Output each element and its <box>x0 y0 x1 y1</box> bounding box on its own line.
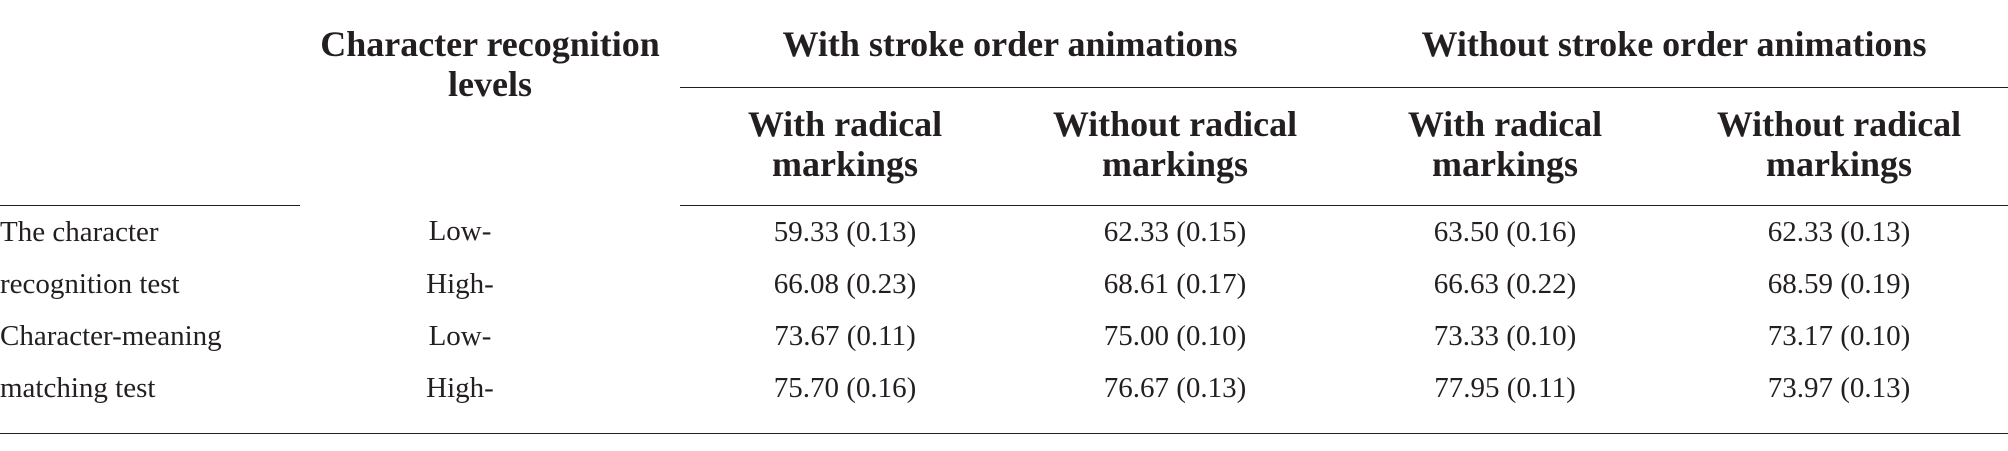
cell-value: 59.33 (0.13) <box>773 215 917 248</box>
row-level: Low- <box>428 319 492 352</box>
table-body: The character Low- 59.33 (0.13) 62.33 (0… <box>0 205 2008 414</box>
cell-value: 73.67 (0.11) <box>774 319 916 352</box>
table-bottom-rule <box>0 433 2008 434</box>
table-row: Character-meaning Low- 73.67 (0.11) 75.0… <box>0 310 2008 362</box>
cell-value: 76.67 (0.13) <box>1103 371 1247 404</box>
row-level: Low- <box>428 215 492 248</box>
cell-value: 73.33 (0.10) <box>1433 319 1577 352</box>
cell-value: 66.08 (0.23) <box>773 267 917 300</box>
row-level: High- <box>426 371 494 404</box>
header-sub-with-radical-1: With radical markings <box>680 87 1010 206</box>
cell-value: 75.70 (0.16) <box>773 371 917 404</box>
row-label: Character-meaning <box>0 319 222 352</box>
header-sub-without-radical-2: Without radical markings <box>1670 87 2008 206</box>
table-row: matching test High- 75.70 (0.16) 76.67 (… <box>0 362 2008 414</box>
header-recognition-levels: Character recognition levels <box>320 24 660 104</box>
cell-value: 62.33 (0.15) <box>1103 215 1247 248</box>
row-label: matching test <box>0 371 156 404</box>
header-group-with-animations: With stroke order animations <box>680 0 1340 88</box>
cell-value: 77.95 (0.11) <box>1434 371 1576 404</box>
table-header: Character recognition levels With stroke… <box>0 0 2008 206</box>
cell-value: 75.00 (0.10) <box>1103 319 1247 352</box>
header-group-without-animations: Without stroke order animations <box>1340 0 2008 88</box>
cell-value: 73.17 (0.10) <box>1767 319 1911 352</box>
header-row-subgroups: With radical markings Without radical ma… <box>0 87 2008 206</box>
row-label: recognition test <box>0 267 180 300</box>
cell-value: 66.63 (0.22) <box>1433 267 1577 300</box>
cell-value: 62.33 (0.13) <box>1767 215 1911 248</box>
row-level: High- <box>426 267 494 300</box>
cell-value: 68.61 (0.17) <box>1103 267 1247 300</box>
header-blank-cell <box>0 0 300 87</box>
cell-value: 63.50 (0.16) <box>1433 215 1577 248</box>
table-row: recognition test High- 66.08 (0.23) 68.6… <box>0 258 2008 310</box>
row-label: The character <box>0 215 159 248</box>
header-row-groups: Character recognition levels With stroke… <box>0 0 2008 104</box>
header-sub-with-radical-2: With radical markings <box>1340 87 1670 206</box>
cell-value: 73.97 (0.13) <box>1767 371 1911 404</box>
table-row: The character Low- 59.33 (0.13) 62.33 (0… <box>0 205 2008 258</box>
results-table: Character recognition levels With stroke… <box>0 0 2008 414</box>
header-blank-cell-2 <box>0 87 300 206</box>
cell-value: 68.59 (0.19) <box>1767 267 1911 300</box>
header-sub-without-radical-1: Without radical markings <box>1010 87 1340 206</box>
